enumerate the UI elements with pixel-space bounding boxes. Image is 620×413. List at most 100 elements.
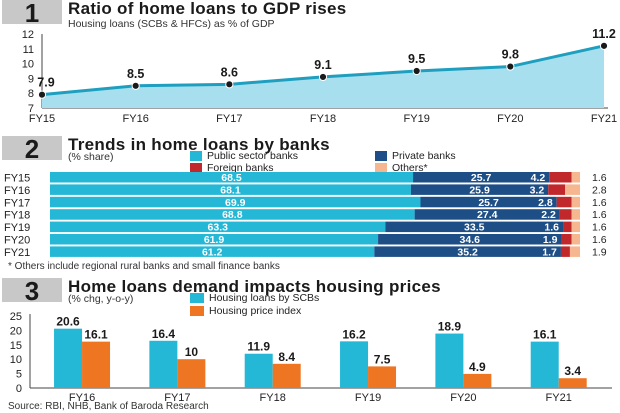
chart3-bar-prices <box>368 366 397 388</box>
chart2-bar-public <box>50 246 375 257</box>
chart2-bar-private <box>378 234 562 245</box>
chart2-bar-foreign <box>561 234 572 245</box>
chart3-bar-loans <box>530 341 559 388</box>
chart1-y-tick-label: 10 <box>22 59 34 71</box>
section1-header: 1 Ratio of home loans to GDP rises <box>0 0 620 28</box>
chart2-bar-private <box>420 196 557 208</box>
legend-prices-swatch <box>190 306 204 316</box>
legend-others-swatch <box>375 163 387 173</box>
legend-prices: Housing price index <box>190 305 301 317</box>
chart3-bar-prices <box>272 363 301 388</box>
chart1-x-tick-label: FY18 <box>310 113 336 125</box>
chart2-bar-foreign <box>560 246 570 257</box>
chart2-category-label: FY19 <box>4 222 30 234</box>
section1-title: Ratio of home loans to GDP rises <box>68 0 347 18</box>
chart1-data-point <box>506 62 515 71</box>
chart3-bar-prices <box>463 373 492 388</box>
chart1-x-tick-label: FY15 <box>29 113 55 125</box>
section3-header: 3 Home loans demand impacts housing pric… <box>0 276 620 306</box>
section2-number-box: 2 <box>2 134 62 164</box>
chart2-foreign-value: 1.9 <box>543 234 558 246</box>
chart3-bar-prices <box>82 341 111 388</box>
chart2-category-label: FY17 <box>4 197 30 209</box>
chart3-bar-loans <box>435 333 464 388</box>
legend-public: Public sector banks <box>190 150 298 162</box>
legend-public-swatch <box>190 151 202 161</box>
chart2-public-value: 63.3 <box>208 222 229 234</box>
legend-foreign: Foreign banks <box>190 162 274 174</box>
chart3-bar-prices <box>558 378 587 388</box>
chart1-y-tick-label: 12 <box>22 29 34 41</box>
chart2-foreign-value: 3.2 <box>530 184 545 196</box>
chart2-category-label: FY15 <box>4 173 30 185</box>
chart3-x-tick-label: FY16 <box>69 392 95 402</box>
chart1-data-point <box>412 66 421 76</box>
chart2-bar-public <box>50 221 386 233</box>
chart2-others-value: 1.6 <box>592 197 607 209</box>
legend-others-label: Others* <box>392 162 428 174</box>
chart1-data-point <box>225 80 234 89</box>
chart2-bar-public <box>50 184 411 195</box>
chart2-others-value: 1.6 <box>592 209 607 221</box>
section3-subtitle: (% chg, y-o-y) <box>68 293 134 305</box>
legend-private: Private banks <box>375 150 456 162</box>
chart2-bar-others <box>565 184 580 195</box>
section1-number-box: 1 <box>2 0 62 28</box>
section2-footnote: * Others include regional rural banks an… <box>8 261 280 272</box>
section3-number-box: 3 <box>2 276 62 306</box>
section1-number: 1 <box>24 0 40 28</box>
chart2-public-value: 69.9 <box>225 197 246 209</box>
chart1-x-tick-label: FY16 <box>123 113 149 125</box>
chart3-prices-value: 10 <box>185 345 199 359</box>
legend-private-label: Private banks <box>392 150 456 162</box>
chart3-bar-loans <box>149 340 178 388</box>
chart3-x-tick-label: FY19 <box>355 392 381 402</box>
chart2-bar-private <box>414 209 560 220</box>
chart1-data-label: 8.6 <box>221 65 238 79</box>
chart2-foreign-value: 2.8 <box>538 197 553 209</box>
chart2-private-value: 25.7 <box>471 172 492 184</box>
chart3-x-tick-label: FY21 <box>546 392 572 402</box>
chart3-bar-loans <box>54 328 83 388</box>
chart2-bar-foreign <box>559 209 572 220</box>
chart2-private-value: 25.9 <box>469 184 490 196</box>
chart1-data-label: 8.5 <box>127 67 144 81</box>
chart1-data-point <box>599 41 609 50</box>
chart3-y-tick-label: 20 <box>10 325 22 337</box>
chart2-bar-others <box>569 246 580 257</box>
section2-header: 2 Trends in home loans by banks <box>0 134 620 164</box>
chart2-bar-foreign <box>548 184 566 195</box>
section2-number: 2 <box>24 134 40 164</box>
chart2-bar-others <box>571 221 580 233</box>
chart3-x-tick-label: FY18 <box>260 392 286 402</box>
chart1-x-tick-label: FY19 <box>404 113 430 125</box>
chart2-bar-public <box>50 172 414 183</box>
chart2-category-label: FY16 <box>4 185 30 197</box>
chart2-others-value: 1.6 <box>592 234 607 246</box>
chart2-public-value: 68.8 <box>222 209 243 221</box>
chart1-data-label: 9.1 <box>314 58 331 72</box>
chart3-y-tick-label: 25 <box>10 311 22 323</box>
chart2-bar-public <box>50 234 379 245</box>
chart2-category-label: FY18 <box>4 210 30 222</box>
chart2-foreign-value: 1.7 <box>542 246 557 258</box>
chart3-prices-value: 7.5 <box>374 352 391 366</box>
chart2-bar-others <box>571 234 580 245</box>
chart3-grouped-bar-chart: 0 5 10 15 20 25 20.6 16.1 FY16 16.4 10 FY17 11.9 8.4 F… <box>10 311 612 402</box>
chart3-y-tick-label: 5 <box>16 369 22 381</box>
chart2-others-value: 1.6 <box>592 222 607 234</box>
chart3-prices-value: 4.9 <box>469 360 486 374</box>
chart2-foreign-value: 1.6 <box>544 222 559 234</box>
legend-loans-swatch <box>190 293 204 303</box>
chart2-bar-others <box>571 196 580 208</box>
legend-private-swatch <box>375 151 387 161</box>
chart1-data-label: 7.9 <box>37 76 54 90</box>
chart3-loans-value: 16.4 <box>152 327 176 341</box>
chart1-data-label: 9.8 <box>502 48 519 62</box>
section3-title: Home loans demand impacts housing prices <box>68 277 441 296</box>
chart3-loans-value: 16.2 <box>342 327 366 341</box>
chart1-data-point <box>131 81 140 90</box>
chart1-x-tick-label: FY20 <box>497 113 523 125</box>
chart2-foreign-value: 4.2 <box>531 172 546 184</box>
